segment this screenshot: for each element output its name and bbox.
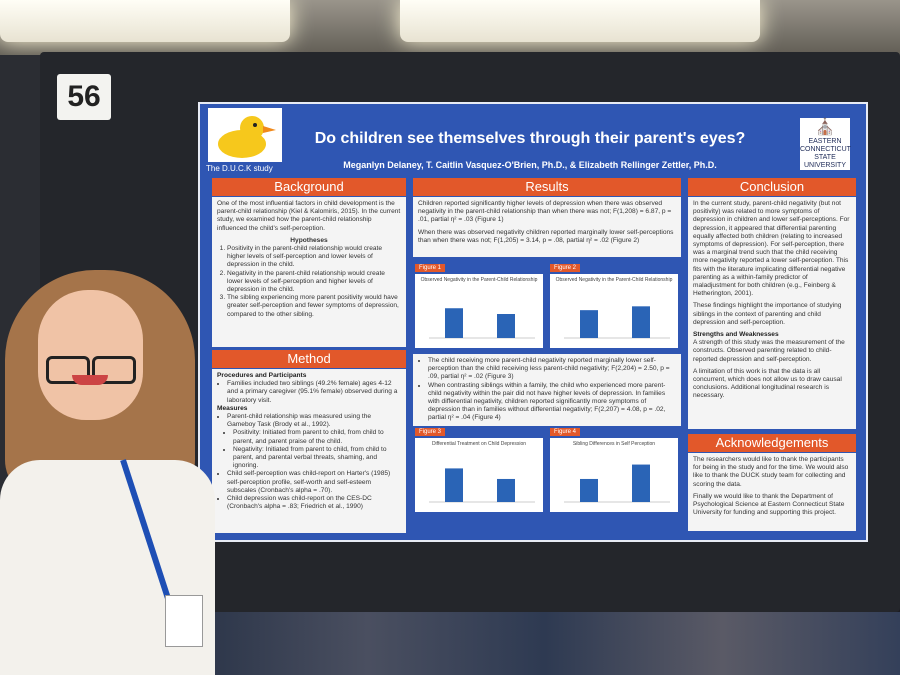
acknowledgements-heading: Acknowledgements	[688, 434, 856, 452]
strengths-heading: Strengths and Weaknesses	[693, 331, 779, 339]
strengths-text: A strength of this study was the measure…	[693, 339, 845, 363]
ack-para-2: Finally we would like to thank the Depar…	[693, 492, 845, 517]
figure-title: Observed Negativity in the Parent-Child …	[555, 277, 673, 283]
research-poster: The D.U.C.K study Do children see themse…	[198, 102, 868, 542]
conclusion-body: In the current study, parent-child negat…	[688, 197, 856, 429]
figure-bar	[632, 306, 650, 338]
results-para-1: Children reported significantly higher l…	[418, 200, 672, 224]
results-bullets: The child receiving more parent-child ne…	[413, 354, 681, 426]
duck-icon	[208, 108, 282, 162]
ceiling-light-left	[0, 0, 290, 42]
figure-bar	[580, 310, 598, 338]
figure-tag: Figure 2	[550, 264, 581, 272]
hypotheses-heading: Hypotheses	[290, 236, 328, 244]
presenter-person	[0, 270, 215, 675]
poster-title: Do children see themselves through their…	[314, 130, 746, 147]
figure-title: Sibling Differences in Self Perception	[572, 441, 656, 447]
ceiling	[0, 0, 900, 60]
figure-bar	[580, 478, 598, 502]
background-heading: Background	[212, 178, 406, 196]
procedures-heading: Procedures and Participants	[217, 372, 307, 379]
results-bullet: When contrasting siblings within a famil…	[428, 382, 676, 423]
measure-item: Negativity: Initiated from parent to chi…	[233, 446, 401, 471]
results-figure: Figure 3 Differential Treatment on Child …	[415, 428, 543, 512]
measure-item: Child depression was child-report on the…	[227, 495, 401, 511]
ack-para-1: The researchers would like to thank the …	[693, 456, 849, 488]
university-logo: ⛪ EASTERN CONNECTICUT STATE UNIVERSITY	[800, 118, 851, 170]
figure-title: Observed Negativity in the Parent-Child …	[420, 277, 538, 283]
figure-chart	[429, 468, 535, 503]
logo-text: EASTERN CONNECTICUT STATE UNIVERSITY	[800, 138, 851, 169]
figure-chart	[429, 308, 535, 339]
figure-bar	[497, 478, 515, 502]
acknowledgements-body: The researchers would like to thank the …	[688, 453, 856, 531]
duck-logo	[208, 108, 282, 162]
figure-chart	[564, 306, 670, 339]
measures-heading: Measures	[217, 404, 248, 412]
study-label: The D.U.C.K study	[206, 164, 273, 173]
results-figure: Figure 1 Observed Negativity in the Paren…	[415, 264, 543, 348]
results-heading: Results	[413, 178, 681, 196]
background-intro: One of the most influential factors in c…	[217, 200, 401, 232]
results-figure: Figure 2 Observed Negativity in the Paren…	[550, 264, 678, 348]
figure-title: Differential Treatment on Child Depressi…	[431, 441, 527, 447]
method-body: Procedures and Participants Families inc…	[212, 369, 406, 533]
figure-bar	[445, 468, 463, 502]
figure-tag: Figure 1	[415, 264, 446, 272]
conclusion-heading: Conclusion	[688, 178, 856, 196]
weakness-text: A limitation of this work is that the da…	[693, 367, 842, 400]
poster-authors: Meganlyn Delaney, T. Caitlin Vasquez-O'B…	[343, 160, 717, 170]
smile	[72, 375, 108, 385]
measure-item: Parent-child relationship was measured u…	[227, 413, 401, 429]
background-body: One of the most influential factors in c…	[212, 197, 406, 347]
booth-number-card: 56	[57, 74, 111, 120]
glasses-right-lens	[92, 356, 136, 384]
figure-bar	[445, 308, 463, 338]
figure-tag: Figure 3	[415, 428, 446, 436]
results-text: Children reported significantly higher l…	[413, 197, 681, 257]
method-heading: Method	[212, 350, 406, 368]
results-para-2: When there was observed negativity child…	[418, 228, 674, 244]
figure-tag: Figure 4	[550, 428, 581, 436]
conclusion-para-1: In the current study, parent-child negat…	[693, 200, 850, 298]
ceiling-light-right	[400, 0, 760, 42]
face	[38, 290, 143, 420]
hypothesis-item: Positivity in the parent-child relations…	[227, 245, 401, 270]
glasses-left-lens	[46, 356, 90, 384]
measure-item: Child self-perception was child-report o…	[227, 470, 401, 495]
hypothesis-item: Negativity in the parent-child relations…	[227, 270, 401, 295]
figure-bar	[632, 464, 650, 502]
figure-chart	[564, 464, 670, 503]
hypothesis-item: The sibling experiencing more parent pos…	[227, 294, 401, 319]
carpet-floor	[190, 612, 900, 675]
procedure-item: Families included two siblings (49.2% fe…	[227, 380, 401, 405]
figure-bar	[497, 314, 515, 338]
conclusion-para-2: These findings highlight the importance …	[693, 302, 842, 326]
building-icon: ⛪	[815, 119, 835, 136]
results-figure: Figure 4 Sibling Differences in Self Perc…	[550, 428, 678, 512]
measure-item: Positivity: Initiated from parent to chi…	[233, 429, 401, 445]
name-badge	[165, 595, 203, 647]
results-bullet: The child receiving more parent-child ne…	[428, 357, 676, 382]
